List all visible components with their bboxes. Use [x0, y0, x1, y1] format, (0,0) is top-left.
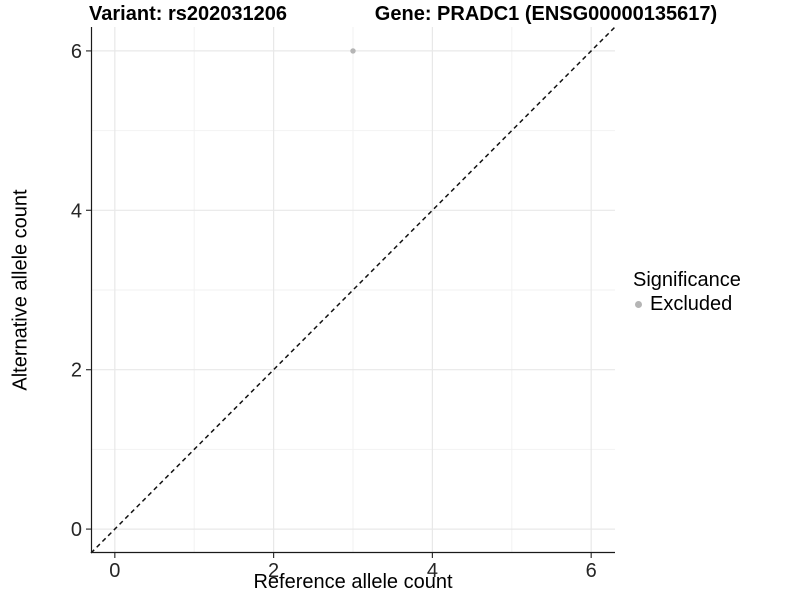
legend-title: Significance: [633, 269, 741, 291]
x-tick-label: 2: [268, 560, 279, 582]
plot-panel: 0 2 4 6 0 2 4 6: [71, 26, 616, 582]
y-tick-label: 2: [71, 360, 82, 382]
x-tick-label: 4: [427, 560, 438, 582]
legend-item-label: Excluded: [650, 293, 733, 315]
plot-title-variant: Variant: rs202031206: [89, 3, 287, 25]
legend-item-excluded: Excluded: [635, 293, 741, 315]
y-tick-label: 6: [71, 41, 82, 63]
x-tick-label: 0: [109, 560, 120, 582]
data-point: [350, 48, 356, 54]
x-axis-title: Reference allele count: [253, 571, 453, 593]
plot-title-gene: Gene: PRADC1 (ENSG00000135617): [374, 3, 718, 25]
y-axis-title: Alternative allele count: [9, 189, 32, 391]
y-tick-label: 0: [71, 519, 82, 541]
x-tick-label: 6: [586, 560, 597, 582]
plot-area-svg: 0 2 4 6 0 2 4 6: [71, 26, 616, 582]
y-tick-label: 4: [71, 200, 82, 222]
identity-reference-line: [90, 26, 616, 554]
legend: Significance Excluded: [633, 269, 741, 315]
legend-point-swatch: [635, 300, 642, 308]
